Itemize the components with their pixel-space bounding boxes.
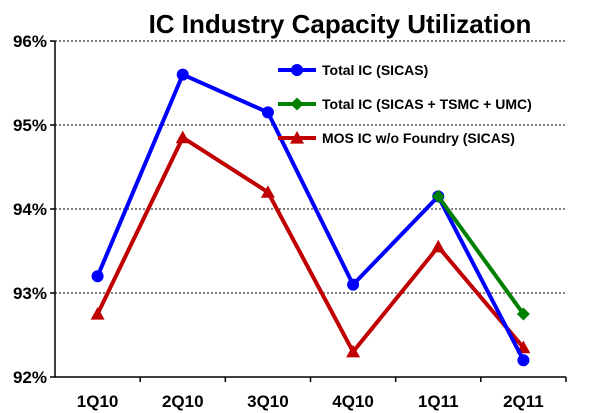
legend: Total IC (SICAS) Total IC (SICAS + TSMC +… [278,62,532,146]
data-point [90,307,105,320]
series-circle [91,68,530,367]
legend-label: Total IC (SICAS + TSMC + UMC) [322,96,532,112]
legend-swatch-marker [290,131,304,144]
data-point [347,278,360,291]
data-point [176,68,189,81]
series-lines [90,68,531,367]
grid-lines [55,40,566,294]
series-line [436,195,526,316]
series-diamond [431,189,530,321]
x-axis-tick-labels: 1Q10 2Q10 3Q10 4Q10 1Q11 2Q11 [77,392,544,411]
legend-item: Total IC (SICAS + TSMC + UMC) [278,96,532,112]
legend-swatch-marker [290,97,304,111]
data-point [260,185,275,198]
legend-item: Total IC (SICAS) [278,62,428,78]
data-point [516,307,530,321]
data-point [346,344,361,358]
x-tick-label: 4Q10 [332,392,374,411]
legend-label: MOS IC w/o Foundry (SICAS) [322,130,515,146]
data-point [431,189,445,203]
legend-swatch-marker [291,64,303,76]
series-line [95,135,525,354]
legend-item: MOS IC w/o Foundry (SICAS) [278,130,515,146]
x-tick-label: 1Q10 [77,392,119,411]
data-point [431,239,446,253]
x-tick-label: 3Q10 [247,392,289,411]
y-tick-label: 93% [13,284,47,303]
axes [50,40,567,382]
data-point [91,270,104,283]
series-line [95,72,526,362]
x-tick-label: 2Q11 [503,392,544,411]
series-triangle [90,130,531,358]
chart-title: IC Industry Capacity Utilization [149,9,532,39]
y-tick-label: 95% [13,116,47,135]
legend-label: Total IC (SICAS) [322,62,428,78]
x-tick-label: 2Q10 [162,392,204,411]
y-tick-label: 96% [13,32,47,51]
y-axis-tick-labels: 92% 93% 94% 95% 96% [13,32,47,387]
y-tick-label: 94% [13,200,47,219]
data-point [517,354,530,367]
data-point [175,130,190,144]
y-tick-label: 92% [13,368,47,387]
data-point [261,106,274,119]
x-tick-label: 1Q11 [418,392,459,411]
